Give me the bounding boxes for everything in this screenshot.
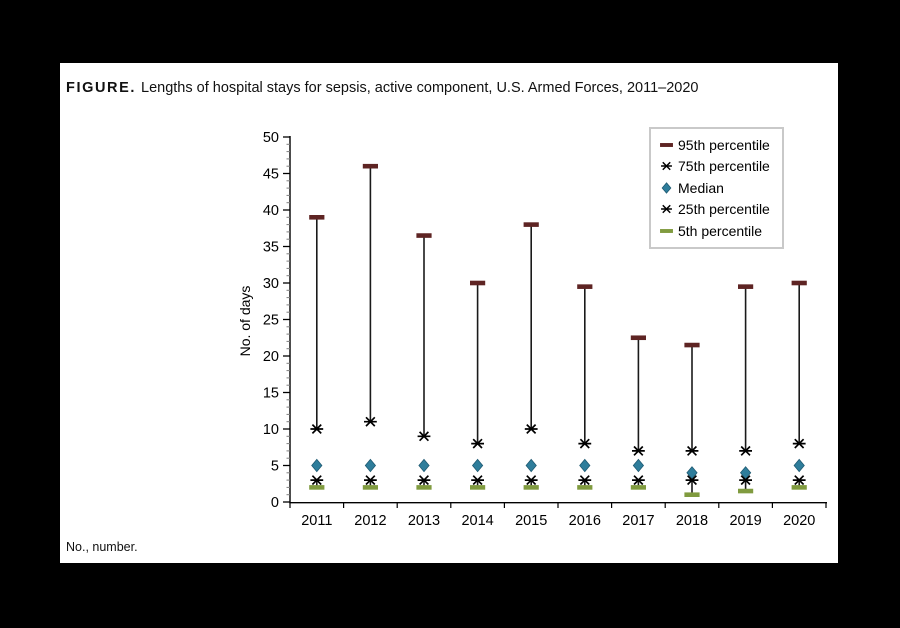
y-axis-title: No. of days (237, 286, 253, 357)
asterisk-marker-icon (661, 204, 672, 214)
legend-item-95th-percentile: 95th percentile (657, 134, 770, 156)
x-tick-label: 2011 (301, 513, 332, 529)
x-tick-label: 2020 (783, 513, 815, 529)
figure-title: FIGURE. Lengths of hospital stays for sep… (66, 79, 828, 97)
series-median (311, 458, 805, 480)
x-tick-label: 2016 (569, 513, 601, 529)
x-tick-label: 2019 (729, 513, 761, 529)
legend-item-median: Median (657, 177, 770, 199)
x-tick-label: 2018 (676, 513, 708, 529)
figure-panel: 0 5 10 15 20 25 30 35 40 45 50 No. of days 2011 2012 2… (60, 63, 838, 563)
x-tick-label: 2014 (461, 513, 493, 529)
y-tick-label: 30 (263, 276, 279, 292)
x-tick-label: 2017 (622, 513, 654, 529)
x-axis: 2011 2012 2013 2014 2015 2016 2017 2018 2019 2020 (289, 502, 827, 529)
legend-label: 75th percentile (678, 158, 770, 175)
figure-label: FIGURE. (66, 80, 137, 96)
legend-label: 95th percentile (678, 136, 770, 153)
figure-title-text: Lengths of hospital stays for sepsis, ac… (141, 80, 699, 96)
y-tick-label: 50 (263, 130, 279, 146)
footnote-text: No., number. (66, 540, 138, 554)
series-95th-percentile (309, 163, 807, 348)
chart-legend: 95th percentile 75th percentile Median 25th… (649, 127, 784, 249)
series-5th-percentile (309, 485, 807, 497)
legend-label: 5th percentile (678, 222, 763, 239)
y-tick-label: 40 (263, 203, 279, 219)
series-25th-percentile (310, 475, 806, 486)
y-tick-label: 5 (271, 459, 279, 475)
x-tick-label: 2012 (354, 513, 386, 529)
y-tick-label: 35 (263, 240, 279, 256)
y-tick-label: 15 (263, 386, 279, 402)
dash-marker-icon (660, 228, 673, 233)
y-tick-label: 25 (263, 313, 279, 329)
legend-label: Median (678, 179, 724, 196)
dash-marker-icon (660, 142, 673, 147)
legend-item-25th-percentile: 25th percentile (657, 199, 770, 221)
y-tick-label: 45 (263, 167, 279, 183)
y-tick-label: 10 (263, 422, 279, 438)
y-tick-label: 0 (271, 495, 279, 511)
x-tick-label: 2013 (408, 513, 440, 529)
asterisk-marker-icon (661, 161, 672, 171)
y-axis: 0 5 10 15 20 25 30 35 40 45 50 No. of days (237, 130, 290, 511)
y-tick-label: 20 (263, 349, 279, 365)
legend-label: 25th percentile (678, 201, 770, 218)
series-75th-percentile (310, 416, 806, 456)
x-tick-label: 2015 (515, 513, 547, 529)
diamond-marker-icon (661, 181, 672, 194)
legend-item-5th-percentile: 5th percentile (657, 220, 770, 242)
whiskers (315, 166, 801, 495)
legend-item-75th-percentile: 75th percentile (657, 156, 770, 178)
